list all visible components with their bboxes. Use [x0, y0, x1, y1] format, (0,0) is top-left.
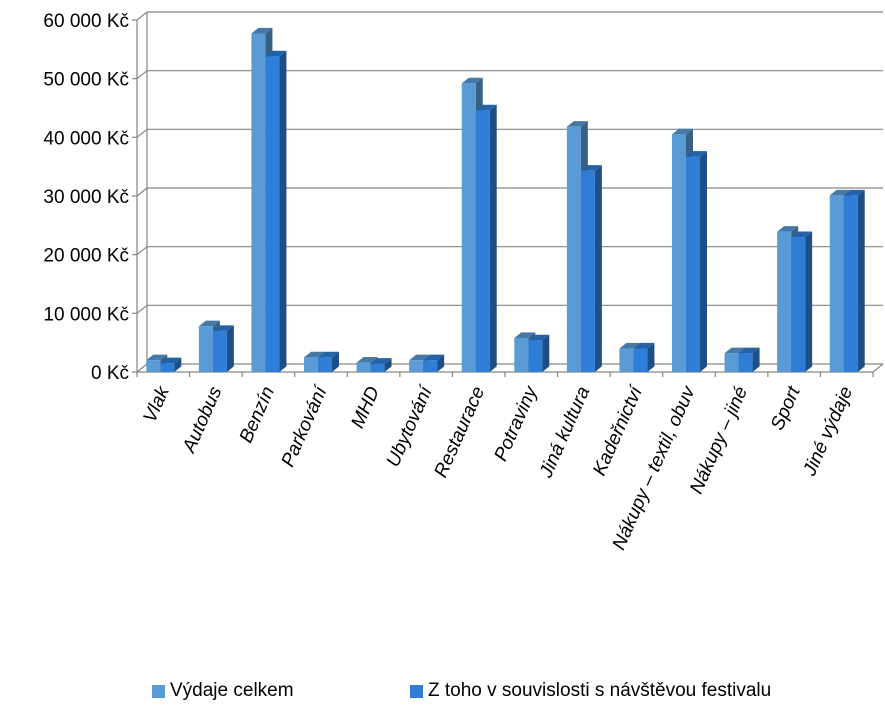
x-tick-label: Kadeřnictví	[589, 382, 648, 479]
axes	[132, 12, 884, 377]
gridline-foot	[136, 187, 148, 197]
bar-festival	[370, 358, 392, 372]
y-tick-label: 0 Kč	[91, 363, 129, 384]
gridline-foot	[136, 304, 148, 314]
bar-festival	[686, 151, 707, 372]
bar-festival	[580, 165, 602, 372]
y-tick-label: 20 000 Kč	[43, 246, 129, 267]
bar-festival	[212, 325, 234, 372]
x-tick-label: Benzín	[236, 383, 279, 446]
legend-label-total: Výdaje celkem	[170, 680, 294, 701]
gridline-foot	[136, 128, 148, 138]
y-tick-labels: 0 Kč 10 000 Kč 20 000 Kč 30 000 Kč 40 000 Kč…	[43, 11, 129, 384]
y-tick-label: 50 000 Kč	[43, 70, 129, 91]
bar-festival	[738, 347, 760, 372]
bar-festival	[633, 342, 655, 372]
bar-festival	[265, 50, 287, 373]
legend-swatch-total	[152, 684, 165, 698]
legend-item-festival: Z toho v souvislosti s návštěvou festiva…	[410, 680, 771, 702]
legend-item-total: Výdaje celkem	[152, 680, 294, 702]
bar-festival	[318, 351, 339, 372]
y-tick-label: 30 000 Kč	[43, 187, 129, 208]
bar-festival	[160, 357, 182, 372]
x-tick-label: Restaurace	[431, 383, 490, 480]
x-tick-label: Ubytování	[383, 382, 438, 470]
x-tick-label: Nákupy – jiné	[686, 383, 752, 497]
bar-festival	[843, 189, 865, 372]
x-tick-label: MHD	[347, 383, 384, 431]
y-tick-label: 10 000 Kč	[43, 304, 129, 325]
x-tick-label: Potraviny	[490, 382, 542, 464]
grid-lines	[136, 11, 883, 373]
x-tick-label: Autobus	[178, 383, 226, 457]
legend: Výdaje celkem Z toho v souvislosti s náv…	[0, 680, 885, 710]
x-tick-label: Vlak	[140, 382, 175, 426]
bar-festival	[475, 104, 497, 372]
bar-festival	[423, 354, 445, 372]
y-tick-label: 60 000 Kč	[43, 11, 129, 32]
legend-label-festival: Z toho v souvislosti s návštěvou festiva…	[428, 680, 772, 701]
y-tick-label: 40 000 Kč	[43, 128, 129, 149]
gridline-foot	[136, 70, 148, 80]
legend-swatch-festival	[410, 684, 423, 698]
x-tick-label: Parkování	[278, 382, 333, 470]
gridline-foot	[136, 363, 148, 373]
floor-right-edge	[872, 363, 884, 373]
bar-festival	[791, 231, 813, 372]
x-tick-label: Jiná kultura	[535, 383, 594, 481]
x-tick-label: Jiné výdaje	[799, 383, 857, 479]
bar-festival	[528, 334, 550, 372]
gridline-foot	[136, 11, 148, 21]
gridline-foot	[136, 246, 148, 256]
x-tick-label: Sport	[767, 383, 805, 434]
bars	[146, 27, 865, 373]
